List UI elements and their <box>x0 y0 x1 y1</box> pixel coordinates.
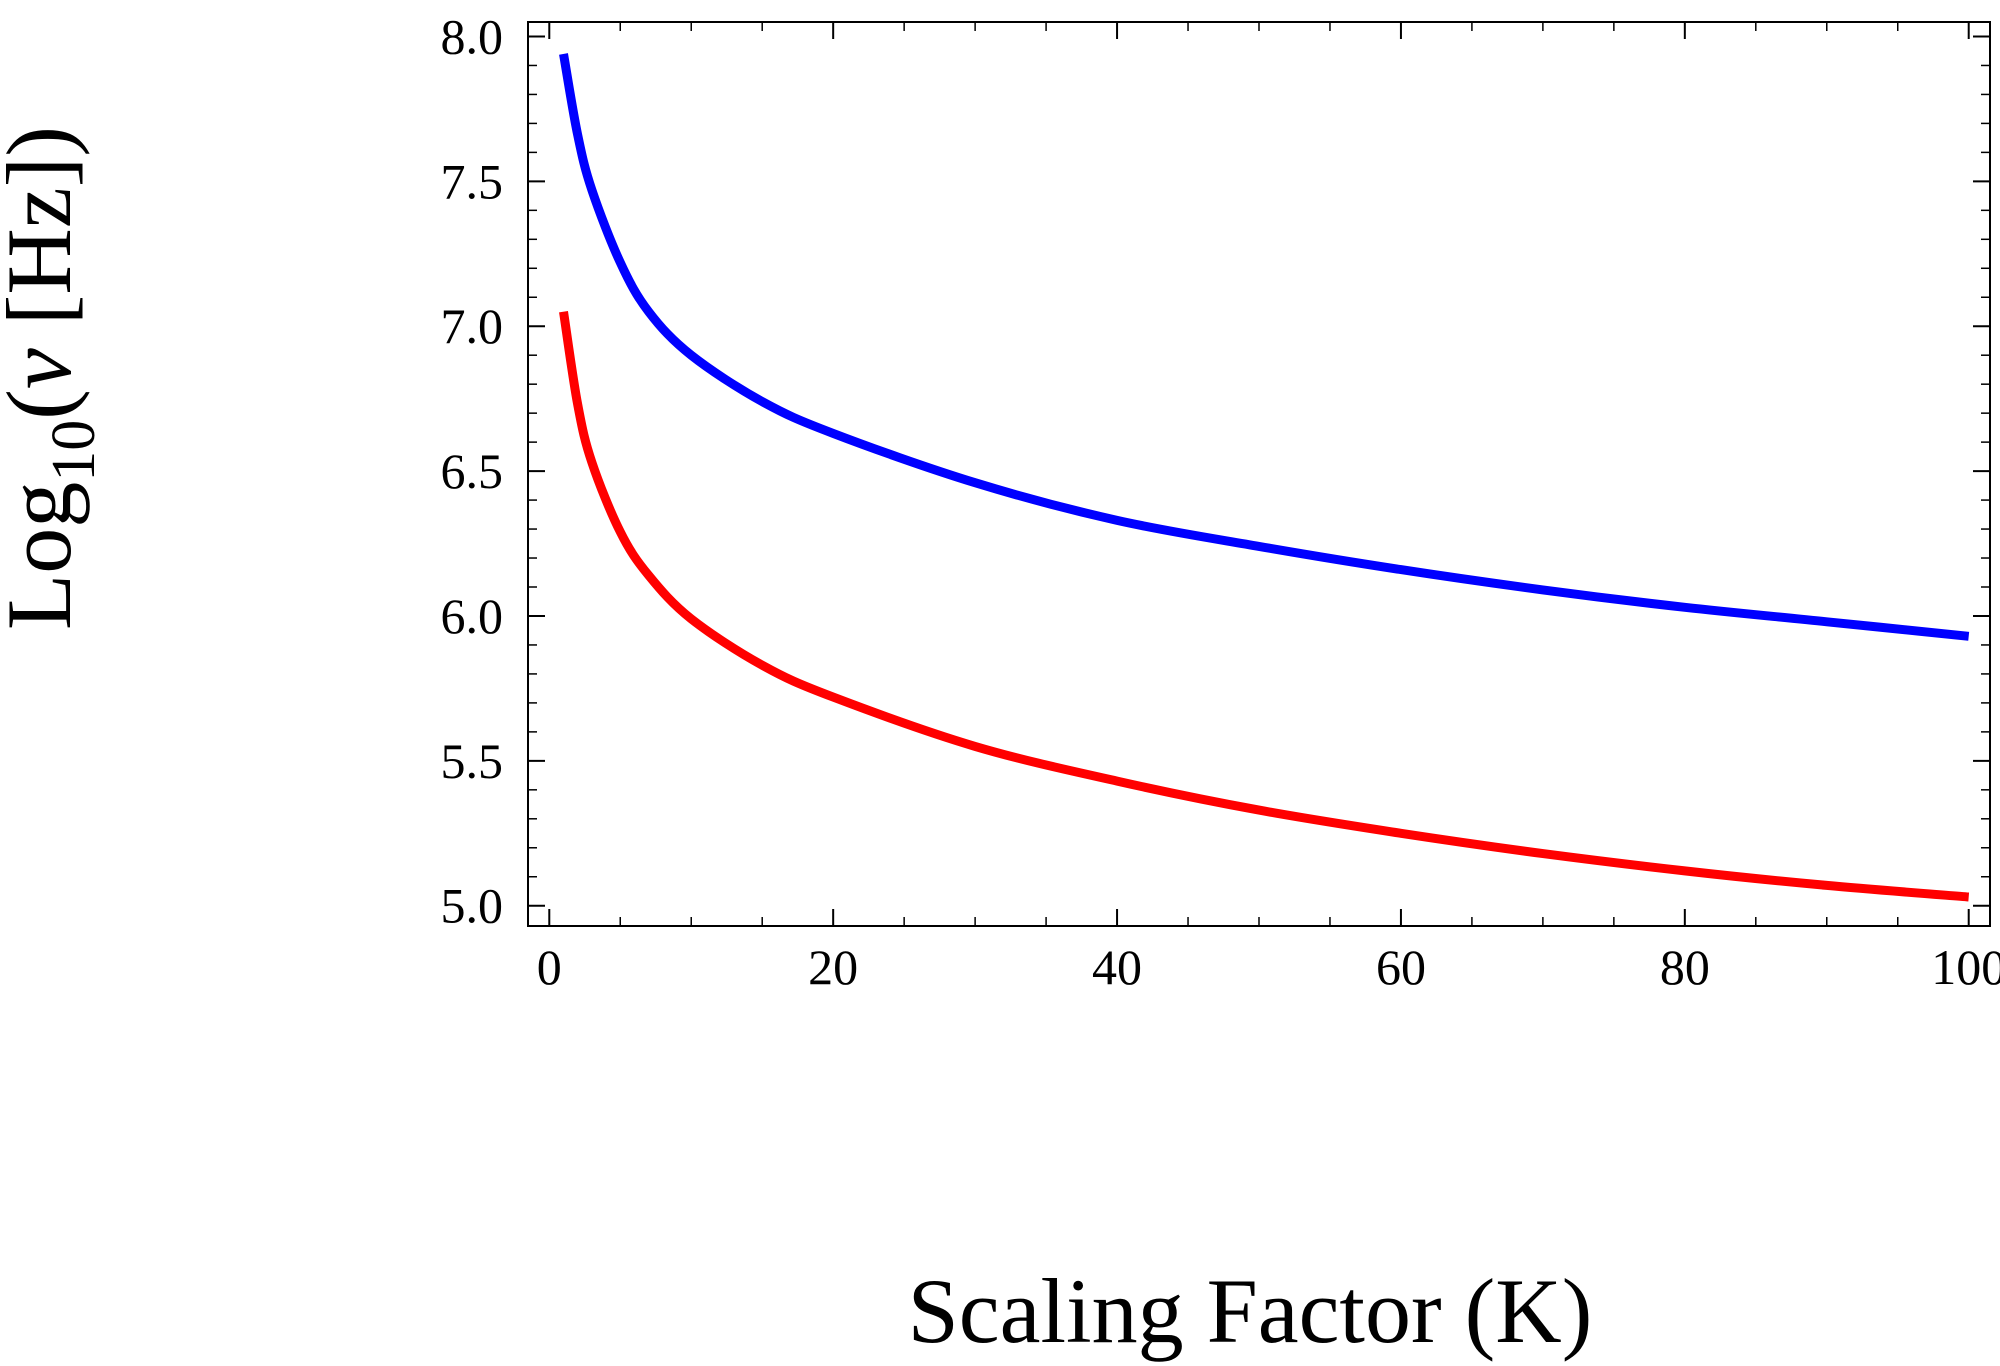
y-axis-title-subscript: 10 <box>40 420 108 482</box>
series-line-1 <box>559 53 1970 641</box>
y-tick-labels: 5.0 5.5 6.0 6.5 7.0 7.5 8.0 <box>441 8 504 933</box>
y-axis-title-open: ( <box>0 389 90 420</box>
x-tick-label: 20 <box>808 939 858 995</box>
y-tick-label: 5.5 <box>441 733 504 789</box>
plot-frame <box>527 21 1991 927</box>
x-tick-labels: 0 20 40 60 80 100 <box>537 939 2000 995</box>
series-line-2 <box>559 311 1970 902</box>
y-axis-title-unit: [Hz]) <box>0 126 90 348</box>
y-tick-label: 6.5 <box>441 443 504 499</box>
y-axis-title-symbol: ν <box>0 348 90 389</box>
y-tick-label: 7.5 <box>441 153 504 209</box>
series-lines <box>559 53 1970 902</box>
y-tick-label: 5.0 <box>441 878 504 934</box>
minor-ticks <box>528 22 1990 926</box>
y-axis-title-prefix: Log <box>0 482 90 630</box>
x-tick-label: 80 <box>1660 939 1710 995</box>
x-tick-label: 60 <box>1376 939 1426 995</box>
y-tick-label: 7.0 <box>441 298 504 354</box>
x-tick-label: 100 <box>1931 939 2000 995</box>
major-ticks <box>528 22 1990 926</box>
x-tick-label: 0 <box>537 939 562 995</box>
x-tick-label: 40 <box>1092 939 1142 995</box>
y-tick-label: 6.0 <box>441 588 504 644</box>
y-axis-title: Log10(ν [Hz]) <box>0 126 108 630</box>
y-tick-label: 8.0 <box>441 8 504 64</box>
x-axis-title: Scaling Factor (K) <box>908 1260 1593 1362</box>
